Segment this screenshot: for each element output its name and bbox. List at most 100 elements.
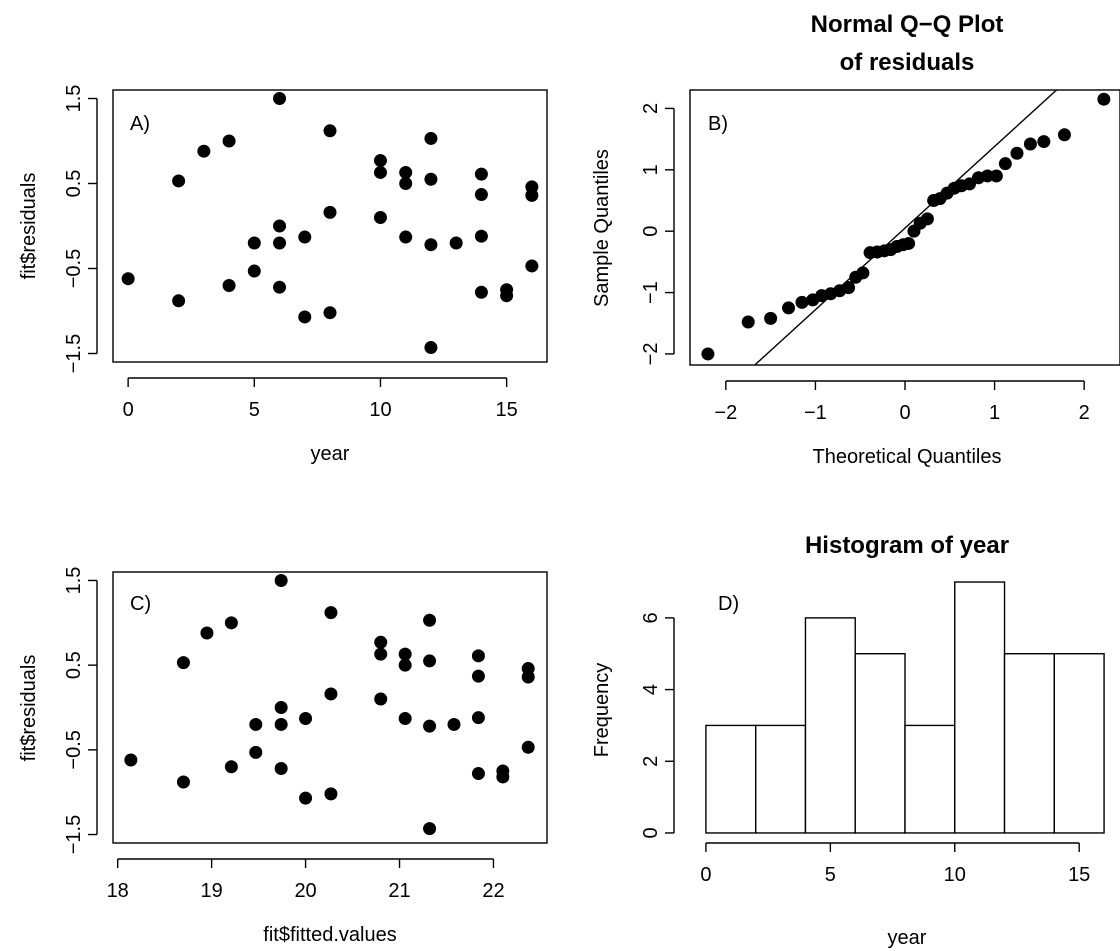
panel-a-y-tick-label: 0.5 [63,170,85,198]
panel-d-letter: D) [718,593,739,615]
panel-c-data-point [471,649,485,663]
panel-a-data-point [474,285,488,299]
panel-a-x-title: year [311,443,350,465]
panel-c-data-point [398,712,412,726]
panel-a-x-axis: 0 5 10 15 [123,377,518,421]
panel-d-y-tick-label: 2 [640,756,662,767]
panel-d-x-tick-label: 5 [825,864,836,886]
panel-b-y-tick-label: 0 [640,226,662,237]
panel-b-y-axis: −2 −1 0 1 2 [640,103,675,365]
panel-d-bars [705,581,1105,834]
panel-a-points [121,92,539,355]
panel-a-data-point [247,236,261,250]
panel-d-histogram: 0 5 10 15 0 2 4 6 Histogram of year D) year Fr… [591,532,1105,949]
panel-a-data-point [474,188,488,202]
panel-c-data-point [374,635,388,649]
panel-a-data-point [298,310,312,324]
panel-b-x-tick-label: −1 [804,402,827,424]
panel-a-data-point [525,259,539,273]
panel-a-data-point [424,172,438,186]
panel-b-data-point [764,311,778,325]
panel-c-data-point [249,717,263,731]
panel-a-data-point [449,236,463,250]
panel-b-x-tick-label: 1 [989,402,1000,424]
panel-a-data-point [273,219,287,233]
panel-c-y-axis: −1.5 −0.5 0.5 1.5 [63,567,98,854]
panel-a-data-point [121,272,135,286]
panel-a-data-point [273,236,287,250]
panel-c-data-point [521,740,535,754]
panel-b-data-point [782,301,796,315]
panel-a-data-point [323,306,337,320]
panel-c-x-tick-label: 21 [388,880,410,902]
panel-a-data-point [197,144,211,158]
panel-b-data-point [842,281,856,295]
panel-a-x-tick-label: 15 [496,399,518,421]
panel-b-data-point [1057,128,1071,142]
panel-d-y-tick-label: 6 [640,612,662,623]
panel-a-data-point [399,230,413,244]
panel-d-histogram-bar [954,581,1006,834]
panel-d-x-tick-label: 15 [1068,864,1090,886]
panel-a-letter: A) [130,113,150,135]
panel-c-data-point [224,616,238,630]
panel-d-y-axis: 0 2 4 6 [640,612,675,839]
panel-b-data-point [1010,146,1024,160]
panel-c-x-tick-label: 18 [107,880,129,902]
panel-b-data-point [795,295,809,309]
panel-a-y-title: fit$residuals [18,173,40,280]
panel-c-y-tick-label: −1.5 [63,815,85,854]
panel-c-x-title: fit$fitted.values [263,924,396,946]
panel-d-x-tick-label: 10 [944,864,966,886]
panel-a-x-tick-label: 0 [123,399,134,421]
panel-c-data-point [176,775,190,789]
panel-d-histogram-bar [1053,653,1105,834]
panel-d-title: Histogram of year [805,532,1009,559]
panel-b-title-line-2: of residuals [840,49,975,76]
panel-a-data-point [172,294,186,308]
panel-c-data-point [496,770,510,784]
panel-c-data-point [398,647,412,661]
panel-b-data-point [741,315,755,329]
panel-d-histogram-bar [1003,653,1056,834]
panel-c-data-point [176,656,190,670]
panel-b-x-tick-label: 0 [899,402,910,424]
panel-a-data-point [172,174,186,188]
panel-a-data-point [399,165,413,179]
panel-c-residuals-vs-fitted: 18 19 20 21 22 −1.5 −0.5 0.5 1.5 C) fit$fitted.… [18,567,548,946]
panel-b-qq-plot: −2 −1 0 1 2 −2 −1 0 1 2 Normal Q−Q Plot of resid… [591,11,1120,468]
panel-b-data-point [1023,137,1037,151]
panel-c-data-point [471,767,485,781]
panel-c-data-point [324,787,338,801]
panel-c-data-point [374,647,388,661]
panel-d-y-tick-label: 0 [640,827,662,838]
panel-a-data-point [222,134,236,148]
panel-b-data-point [856,266,870,280]
panel-c-data-point [521,670,535,684]
panel-b-x-tick-label: −2 [714,402,737,424]
panel-b-qq-reference-line [753,90,1058,365]
panel-a-residuals-vs-year: 0 5 10 15 −1.5 −0.5 0.5 1.5 A) year fit$residu… [18,85,548,465]
panel-c-data-point [423,822,437,836]
panel-a-data-point [373,165,387,179]
panel-c-data-point [299,791,313,805]
panel-b-data-point [998,157,1012,171]
panel-b-y-tick-label: 1 [640,164,662,175]
panel-b-y-title: Sample Quantiles [591,149,613,307]
panel-c-data-point [423,654,437,668]
panel-a-data-point [247,264,261,278]
panel-d-histogram-bar [705,724,757,834]
panel-b-title-line-1: Normal Q−Q Plot [811,11,1004,38]
panel-b-data-point [701,347,715,361]
panel-a-x-tick-label: 5 [249,399,260,421]
panel-a-data-point [525,188,539,202]
panel-c-y-tick-label: 1.5 [63,567,85,595]
panel-a-y-tick-label: 1.5 [63,85,85,113]
panel-c-y-tick-label: 0.5 [63,651,85,679]
panel-c-data-point [274,573,288,587]
panel-c-data-point [200,626,214,640]
panel-c-y-title: fit$residuals [18,655,40,762]
panel-c-x-tick-label: 22 [482,880,504,902]
panel-d-histogram-bar [904,724,956,834]
